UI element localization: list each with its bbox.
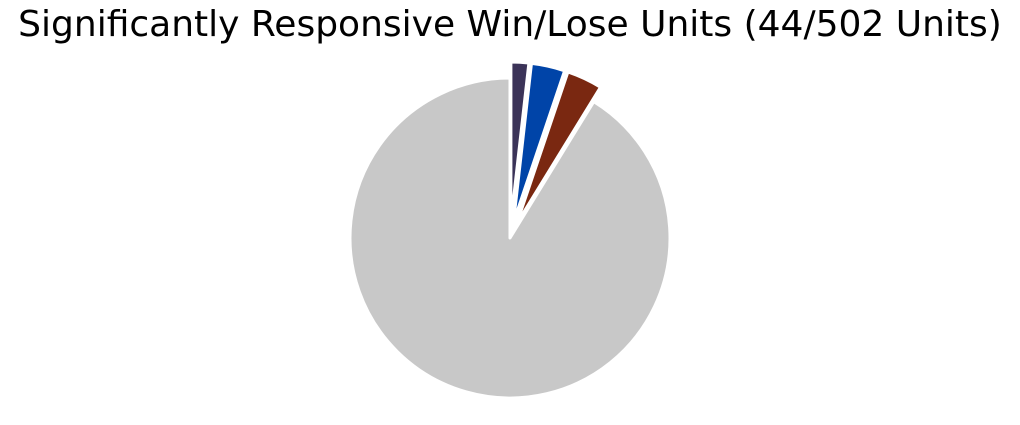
pie-slice-1 [509,60,531,224]
pie-slice-4 [348,76,672,400]
pie-slice-3 [515,70,603,226]
pie-slices [348,60,672,400]
chart-title: Significantly Responsive Win/Lose Units … [18,4,1002,45]
pie-slice-2 [511,61,567,224]
